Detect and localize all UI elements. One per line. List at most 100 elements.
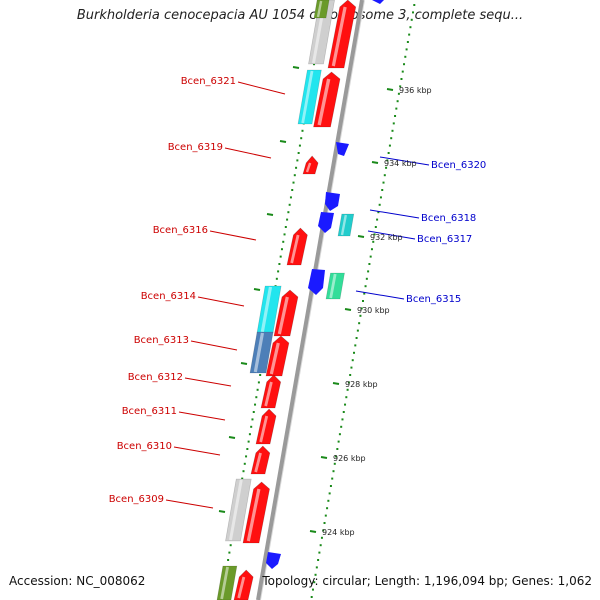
tick-dot-right: [363, 292, 366, 295]
gene-bcen-6321-highlight: [317, 78, 331, 126]
tick-dot-left: [289, 196, 292, 199]
tick-dot-right: [412, 11, 415, 14]
tick-dot-right: [351, 359, 354, 362]
tick-dot-right: [370, 248, 373, 251]
tick-dot-right: [391, 129, 394, 132]
tick-dot-right: [329, 485, 332, 487]
label-leader-lines: [165, 81, 430, 509]
tick-dot-right: [385, 166, 388, 169]
scale-label-936: 936 kbp: [399, 86, 432, 95]
tick-dot-left: [255, 396, 258, 399]
tick-dot-left: [275, 277, 278, 280]
tick-dot-right: [399, 85, 402, 88]
tick-dot-right: [373, 233, 376, 236]
gene-bcen-6316: [286, 227, 308, 266]
leader-line: [184, 377, 232, 387]
tick-dot-left: [313, 63, 316, 66]
gene-bcen-6314-cyan-highlight: [260, 286, 273, 333]
gene-label-bcen-6318[interactable]: Bcen_6318: [421, 213, 476, 224]
tick-dot-right: [310, 596, 313, 598]
scale-label-934: 934 kbp: [384, 159, 417, 168]
leader-line: [178, 411, 226, 421]
leader-line: [190, 340, 238, 351]
tick-dot-left: [242, 470, 245, 473]
tick-dot-right: [372, 240, 375, 243]
tick-dot-left: [241, 477, 244, 480]
tick-dot-left: [292, 181, 295, 184]
tick-dot-left: [251, 418, 254, 421]
gene-features: [216, 0, 384, 600]
scale-label-928: 928 kbp: [345, 380, 378, 389]
gene-bcen-6314-highlight: [277, 296, 289, 335]
gene-label-bcen-6321[interactable]: Bcen_6321: [181, 76, 236, 87]
gene-label-bcen-6309[interactable]: Bcen_6309: [109, 494, 164, 505]
minor-tick: [240, 362, 248, 365]
major-tick: [357, 235, 365, 238]
tick-dot-right: [313, 581, 316, 584]
gene-label-bcen-6313[interactable]: Bcen_6313: [134, 335, 189, 346]
gene-bcen-6316-highlight: [290, 234, 300, 264]
gene-label-bcen-6314[interactable]: Bcen_6314: [141, 291, 196, 302]
tick-dot-right: [315, 566, 318, 569]
tick-dot-left: [286, 218, 289, 221]
tick-dot-right: [364, 285, 367, 288]
tick-dot-left: [278, 263, 281, 265]
gene-label-bcen-6317[interactable]: Bcen_6317: [417, 234, 472, 245]
gene-label-bcen-6319[interactable]: Bcen_6319: [168, 142, 223, 153]
tick-dot-left: [280, 248, 283, 251]
tick-dot-left: [228, 551, 231, 554]
gene-label-bcen-6315[interactable]: Bcen_6315: [406, 294, 461, 305]
tick-dot-right: [367, 270, 370, 273]
tick-dot-right: [361, 300, 364, 302]
tick-dot-left: [295, 166, 298, 169]
tick-dot-right: [354, 344, 357, 347]
tick-dot-right: [408, 33, 411, 36]
scale-label-924: 924 kbp: [322, 528, 355, 537]
minor-tick: [218, 510, 226, 513]
gene-label-bcen-6312[interactable]: Bcen_6312: [128, 372, 183, 383]
leader-line: [369, 209, 420, 219]
minor-tick: [266, 213, 274, 216]
gene-bcen-6318: [325, 192, 340, 211]
gene-label-bcen-6311[interactable]: Bcen_6311: [122, 406, 177, 417]
gene-bcen-6320: [336, 142, 349, 156]
tick-dot-left: [246, 448, 249, 450]
leader-line: [173, 446, 221, 456]
tick-dot-left: [298, 144, 301, 147]
gene-blue-top: [372, 0, 384, 4]
tick-dot-left: [283, 233, 286, 236]
genome-backbone: [256, 0, 365, 600]
tick-dot-left: [288, 203, 291, 206]
tick-dot-right: [350, 366, 353, 369]
tick-dot-right: [317, 559, 320, 561]
gene-label-bcen-6316[interactable]: Bcen_6316: [153, 225, 208, 236]
tick-dot-left: [296, 159, 299, 162]
scale-label-930: 930 kbp: [357, 306, 390, 315]
tick-dot-right: [327, 499, 330, 502]
tick-dot-right: [378, 203, 381, 206]
scale-label-932: 932 kbp: [370, 233, 403, 242]
tick-dot-right: [314, 573, 317, 576]
tick-dot-right: [326, 507, 329, 510]
tick-dot-right: [404, 55, 407, 58]
minor-tick: [253, 288, 261, 291]
gene-label-bcen-6320[interactable]: Bcen_6320: [431, 160, 486, 171]
tick-dot-left: [254, 403, 257, 406]
tick-dot-left: [257, 381, 260, 384]
minor-tick: [279, 140, 287, 143]
tick-dot-left: [248, 433, 251, 436]
tick-dot-right: [311, 588, 314, 591]
major-tick: [320, 456, 328, 459]
tick-dot-right: [382, 181, 385, 184]
genome-summary-text: Topology: circular; Length: 1,196,094 bp…: [262, 574, 592, 588]
tick-dot-right: [341, 418, 344, 421]
gene-label-bcen-6310[interactable]: Bcen_6310: [117, 441, 172, 452]
tick-dot-right: [388, 144, 391, 147]
minor-tick: [292, 66, 300, 69]
tick-dot-right: [381, 189, 384, 191]
tick-dot-right: [390, 137, 393, 140]
tick-dot-left: [247, 440, 250, 443]
tick-dot-right: [386, 159, 389, 162]
tick-dot-right: [406, 41, 409, 43]
